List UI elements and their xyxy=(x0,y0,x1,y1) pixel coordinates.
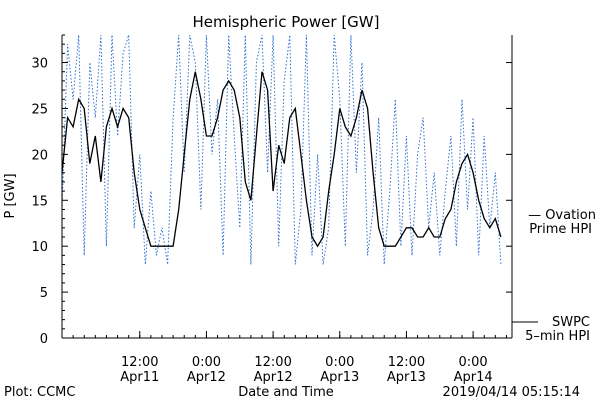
y-tick-label: 15 xyxy=(31,194,48,209)
x-tick-label-time: 0:00 xyxy=(459,355,488,370)
plot-credit: Plot: CCMC xyxy=(4,385,75,400)
axes: 05101520253012:00Apr110:00Apr1212:00Apr1… xyxy=(31,34,513,385)
x-tick-label-date: Apr12 xyxy=(254,370,293,385)
legend-ovation-line1: — Ovation xyxy=(528,208,596,223)
x-axis-label: Date and Time xyxy=(238,385,334,400)
y-tick-label: 0 xyxy=(40,332,48,347)
x-tick-label-date: Apr11 xyxy=(120,370,159,385)
x-tick-label-time: 0:00 xyxy=(325,355,354,370)
ovation-prime-series xyxy=(61,34,502,265)
x-tick-label-time: 0:00 xyxy=(192,355,221,370)
x-tick-label-time: 12:00 xyxy=(388,355,425,370)
y-tick-label: 5 xyxy=(40,286,48,301)
timestamp: 2019/04/14 05:15:14 xyxy=(443,385,580,400)
x-tick-label-date: Apr13 xyxy=(387,370,426,385)
legend-ovation-line2: Prime HPI xyxy=(529,222,592,237)
x-tick-label-time: 12:00 xyxy=(254,355,291,370)
x-tick-label-time: 12:00 xyxy=(121,355,158,370)
y-tick-label: 30 xyxy=(31,57,48,72)
y-tick-label: 25 xyxy=(31,102,48,117)
swpc-series xyxy=(61,71,502,248)
x-tick-label-date: Apr13 xyxy=(320,370,359,385)
ovation-prime-line xyxy=(61,34,502,265)
y-tick-label: 20 xyxy=(31,148,48,163)
x-tick-label-date: Apr14 xyxy=(454,370,493,385)
x-tick-label-date: Apr12 xyxy=(187,370,226,385)
chart-title: Hemispheric Power [GW] xyxy=(193,13,380,31)
swpc-line xyxy=(61,71,502,248)
y-tick-label: 10 xyxy=(31,240,48,255)
legend-swpc-line1: SWPC xyxy=(552,315,590,330)
legend-swpc-line2: 5–min HPI xyxy=(525,329,590,344)
y-axis-label: P [GW] xyxy=(3,173,18,218)
